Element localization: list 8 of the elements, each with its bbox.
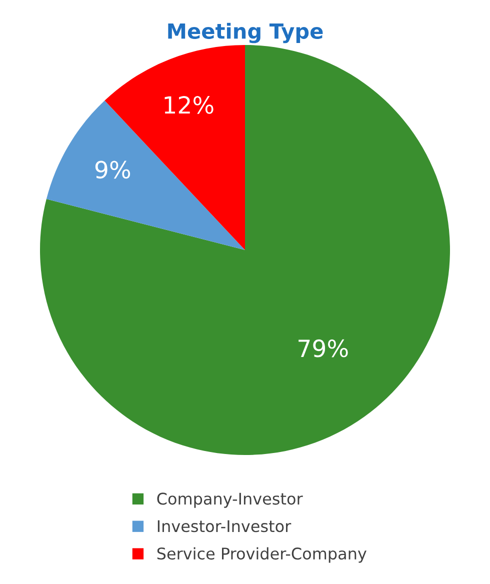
pie-slice: [40, 45, 450, 455]
data-label: 9%: [95, 160, 130, 179]
data-label: 79%: [298, 339, 348, 358]
legend-label: Investor-Investor: [158, 520, 292, 532]
chart-title: Meeting Type: [168, 22, 323, 44]
data-label: 12%: [164, 96, 214, 114]
legend-label: Service Provider-Company: [157, 547, 366, 563]
legend-label: Company-Investor: [157, 492, 303, 508]
